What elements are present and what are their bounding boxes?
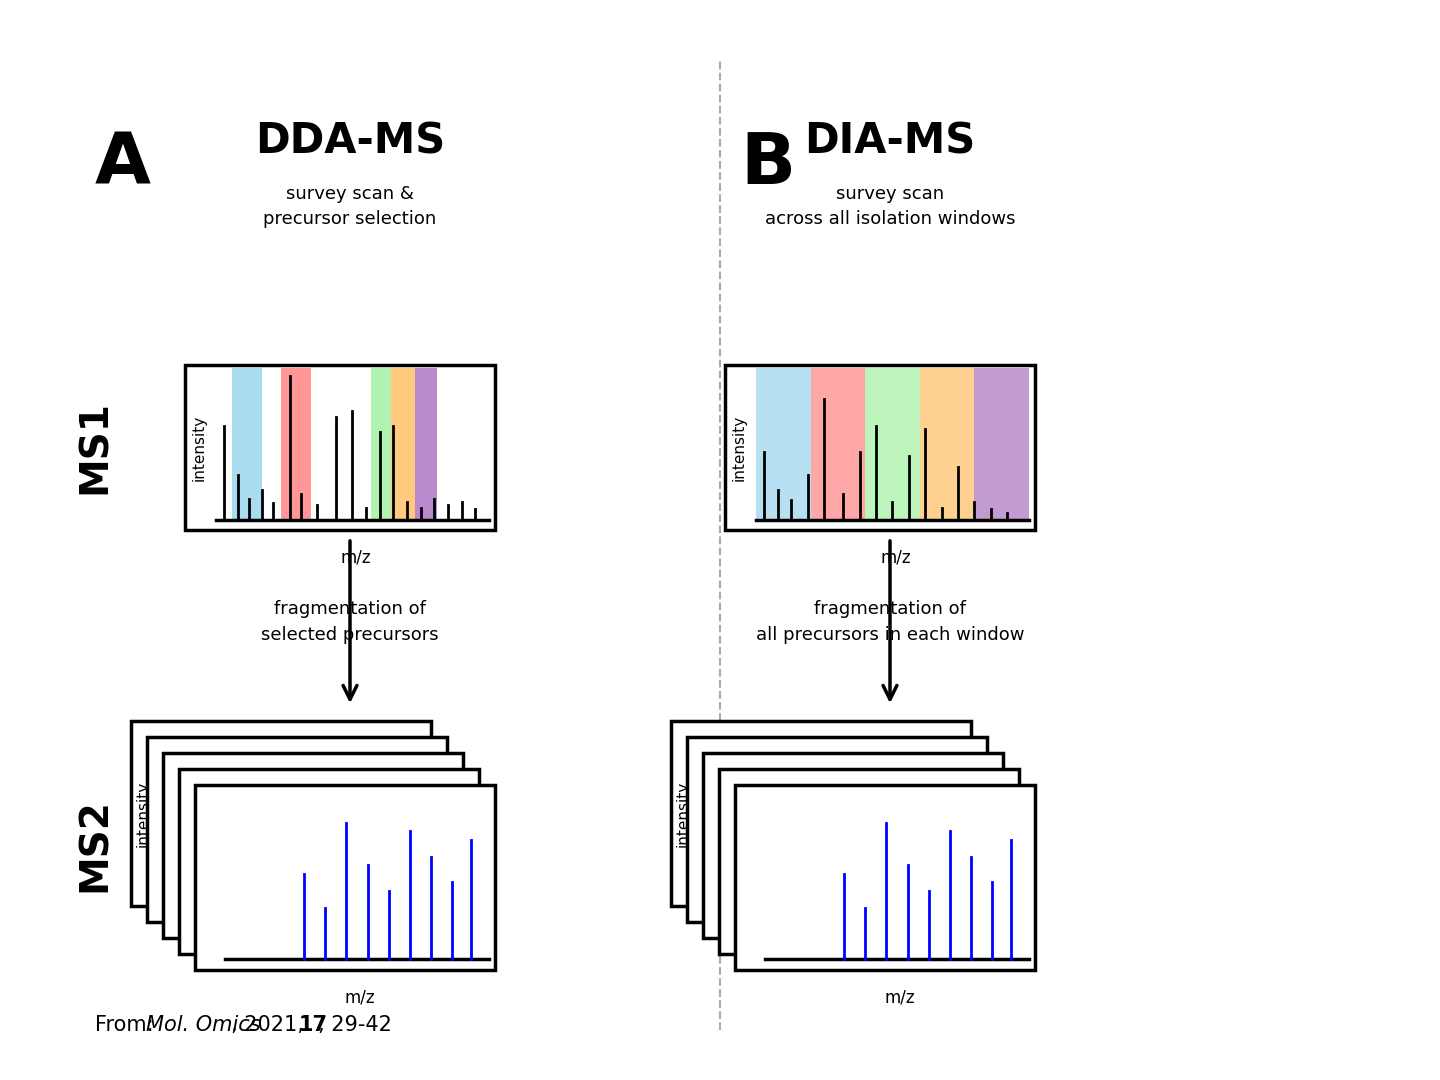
Bar: [163, 753, 464, 939]
Bar: [184, 365, 495, 530]
Text: m/z: m/z: [340, 548, 372, 566]
Text: m/z: m/z: [880, 548, 912, 566]
Bar: [147, 737, 446, 922]
Bar: [865, 368, 920, 521]
Bar: [687, 737, 986, 922]
Bar: [131, 721, 431, 906]
Bar: [232, 368, 262, 521]
Text: , 2021,: , 2021,: [230, 1015, 311, 1035]
Text: , 29-42: , 29-42: [318, 1015, 392, 1035]
Text: 17: 17: [300, 1015, 328, 1035]
Text: DDA-MS: DDA-MS: [255, 120, 445, 162]
Text: A: A: [95, 130, 151, 199]
Bar: [194, 785, 495, 970]
Bar: [372, 368, 390, 521]
Text: intensity: intensity: [192, 415, 206, 481]
Bar: [719, 769, 1020, 954]
Text: MS2: MS2: [76, 798, 114, 892]
Text: m/z: m/z: [344, 988, 376, 1005]
Bar: [703, 753, 1004, 939]
Text: Mol. Omics: Mol. Omics: [145, 1015, 261, 1035]
Text: B: B: [740, 130, 795, 199]
Text: DIA-MS: DIA-MS: [805, 120, 976, 162]
Text: intensity: intensity: [135, 781, 151, 847]
Bar: [920, 368, 975, 521]
Bar: [671, 721, 971, 906]
Bar: [390, 368, 415, 521]
Text: m/z: m/z: [884, 988, 916, 1005]
Text: fragmentation of
all precursors in each window: fragmentation of all precursors in each …: [756, 600, 1024, 644]
Text: survey scan &
precursor selection: survey scan & precursor selection: [264, 185, 436, 228]
Text: survey scan
across all isolation windows: survey scan across all isolation windows: [765, 185, 1015, 228]
Bar: [975, 368, 1028, 521]
Bar: [179, 769, 480, 954]
Text: intensity: intensity: [732, 415, 746, 481]
Bar: [724, 365, 1035, 530]
Bar: [811, 368, 865, 521]
Bar: [734, 785, 1035, 970]
Text: MS1: MS1: [76, 401, 114, 495]
Text: From:: From:: [95, 1015, 160, 1035]
Text: fragmentation of
selected precursors: fragmentation of selected precursors: [261, 600, 439, 644]
Bar: [281, 368, 311, 521]
Text: intensity: intensity: [675, 781, 691, 847]
Bar: [756, 368, 811, 521]
Bar: [415, 368, 436, 521]
